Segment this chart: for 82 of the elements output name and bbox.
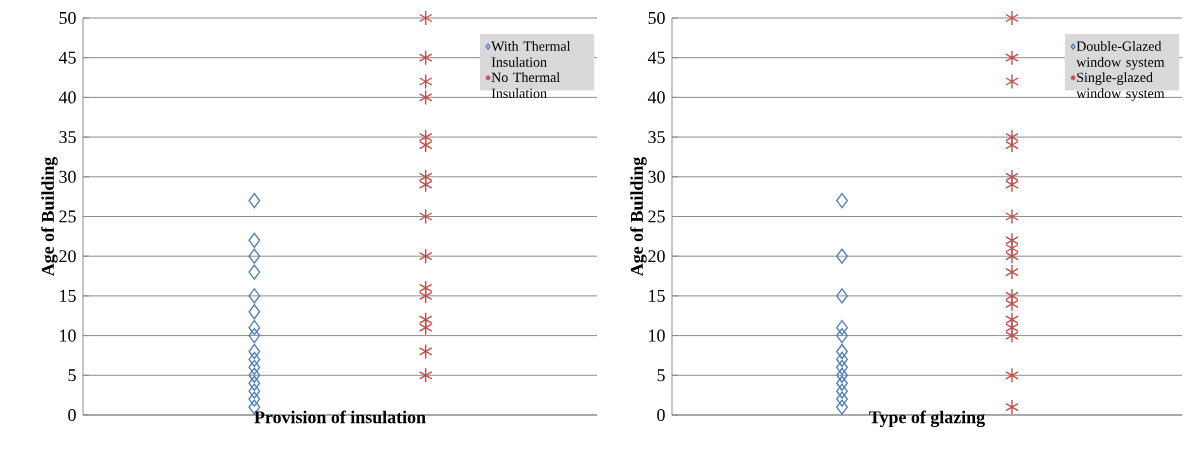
- y-axis-title: Age of Building: [630, 156, 647, 277]
- y-tick-label: 25: [59, 210, 76, 223]
- point: [248, 327, 261, 344]
- y-tick-label: 35: [59, 131, 76, 144]
- point: [1005, 367, 1019, 383]
- point: [418, 367, 433, 383]
- y-tick-label: 50: [648, 11, 665, 25]
- point: [836, 192, 848, 209]
- point: [836, 319, 848, 336]
- point: [418, 177, 433, 193]
- point: [248, 375, 261, 391]
- point: [836, 383, 848, 399]
- legend-label: Single-glazed window system: [1076, 72, 1165, 101]
- point: [248, 319, 261, 336]
- point: [248, 248, 261, 264]
- point: [1005, 327, 1019, 344]
- point: [836, 375, 848, 391]
- point: [1005, 10, 1019, 26]
- y-tick-label: 15: [60, 289, 76, 302]
- point: [836, 351, 848, 368]
- point: [836, 327, 848, 344]
- point: [1005, 296, 1019, 312]
- point: [418, 208, 433, 225]
- point: [248, 264, 261, 280]
- point: [418, 343, 433, 360]
- y-tick-label: 50: [59, 11, 76, 25]
- point: [1005, 399, 1019, 415]
- y-tick-label: 0: [657, 408, 665, 422]
- point: [248, 232, 261, 249]
- legend-label: Double-Glazed window system: [1076, 41, 1165, 70]
- y-tick-label: 25: [648, 210, 665, 223]
- point: [836, 359, 848, 376]
- point: [248, 391, 261, 407]
- point: [418, 288, 433, 304]
- y-tick-label: 35: [648, 131, 665, 144]
- legend-label: No Thermal Insulation: [491, 72, 560, 98]
- y-tick-label: 10: [60, 329, 76, 342]
- point: [248, 304, 261, 320]
- point: [418, 89, 433, 106]
- point: [836, 343, 848, 360]
- legend-label: With Thermal Insulation: [491, 41, 571, 67]
- y-tick-label: 5: [68, 369, 76, 382]
- y-tick-label: 30: [59, 170, 76, 183]
- point: [418, 10, 433, 26]
- y-axis-title: Age of Building: [41, 156, 58, 277]
- point: [248, 343, 261, 360]
- point: [1005, 248, 1019, 264]
- y-tick-label: 20: [648, 250, 665, 263]
- x-axis-title: Type of glazing: [869, 410, 985, 428]
- point: [248, 288, 261, 304]
- point: [418, 319, 433, 336]
- point: [836, 367, 848, 383]
- point: [248, 192, 261, 209]
- point: [248, 359, 261, 376]
- point: [418, 73, 433, 90]
- y-tick-label: 5: [657, 369, 665, 382]
- y-tick-label: 15: [649, 289, 665, 302]
- point: [418, 248, 433, 264]
- point: [1005, 177, 1019, 193]
- point: [248, 367, 261, 383]
- y-tick-label: 45: [58, 51, 76, 64]
- y-tick-label: 40: [647, 91, 665, 104]
- point: [836, 288, 848, 304]
- point: [1005, 73, 1019, 90]
- x-axis-title: Provision of insulation: [254, 410, 426, 424]
- point: [836, 391, 848, 407]
- y-tick-label: 0: [68, 408, 76, 422]
- y-tick-label: 40: [58, 91, 76, 104]
- point: [418, 137, 433, 153]
- point: [1005, 137, 1019, 153]
- point: [418, 49, 433, 66]
- point: [248, 383, 261, 399]
- y-tick-label: 45: [647, 51, 665, 64]
- point: [1005, 49, 1019, 66]
- y-tick-label: 20: [59, 250, 76, 263]
- point: [1005, 264, 1019, 280]
- point: [248, 351, 261, 368]
- y-tick-label: 30: [648, 170, 665, 183]
- y-tick-label: 10: [649, 329, 665, 342]
- point: [1005, 208, 1019, 225]
- point: [836, 399, 848, 415]
- point: [836, 248, 848, 264]
